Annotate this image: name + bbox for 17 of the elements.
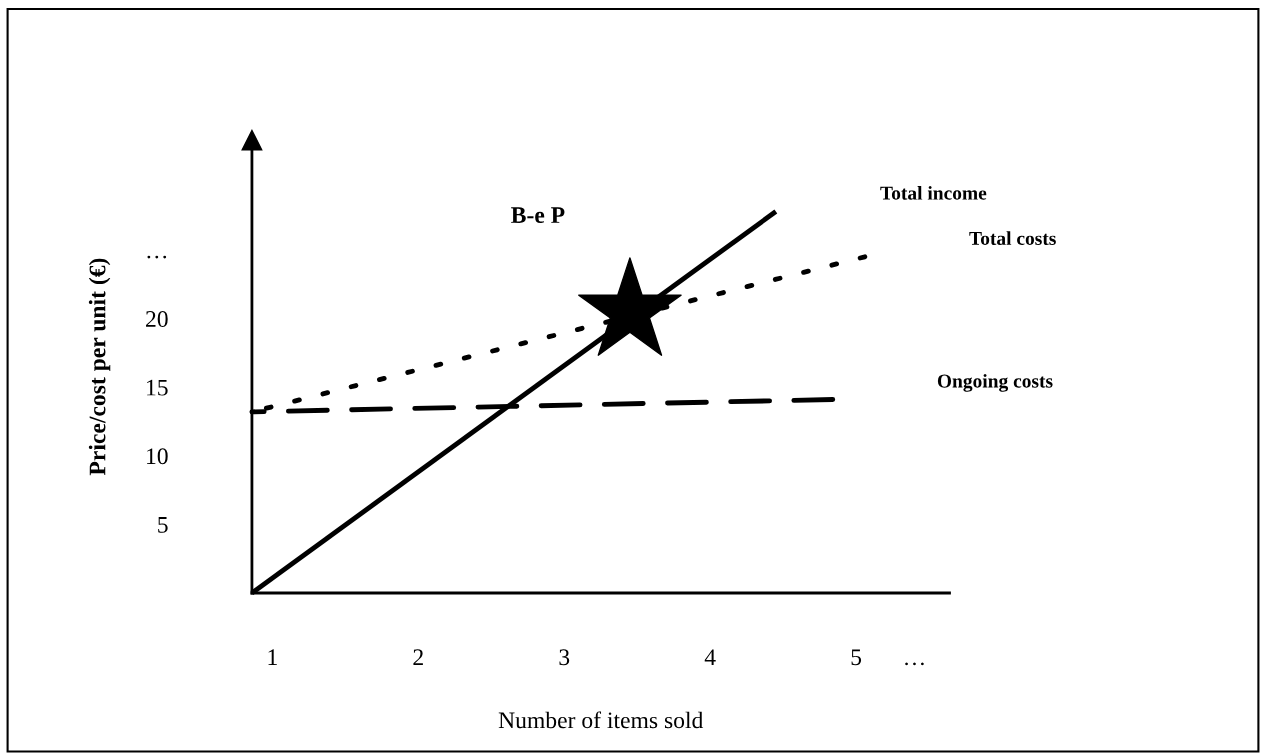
annotation: B-e P — [511, 207, 565, 224]
y-tick-label: … — [147, 255, 167, 259]
text: Ongoing costs — [937, 373, 1053, 392]
x-tick-label: 5 — [851, 649, 862, 666]
x-tick-label: … — [905, 662, 924, 666]
y-tick-label: 20 — [146, 311, 168, 327]
text: Total income — [880, 186, 987, 200]
x-axis-title: Number of items sold — [498, 711, 704, 729]
text: Total costs — [969, 231, 1056, 245]
x-tick-label: 3 — [559, 649, 570, 666]
y-tick-label: 10 — [147, 448, 168, 465]
x-tick-label: 1 — [268, 649, 277, 665]
x-tick-label: 4 — [704, 649, 716, 665]
x-tick-label: 2 — [413, 649, 423, 665]
y-tick-label: 5 — [158, 517, 168, 533]
y-axis-title: Price/cost per unit (€) — [88, 258, 111, 476]
y-tick-label: 15 — [147, 379, 168, 396]
